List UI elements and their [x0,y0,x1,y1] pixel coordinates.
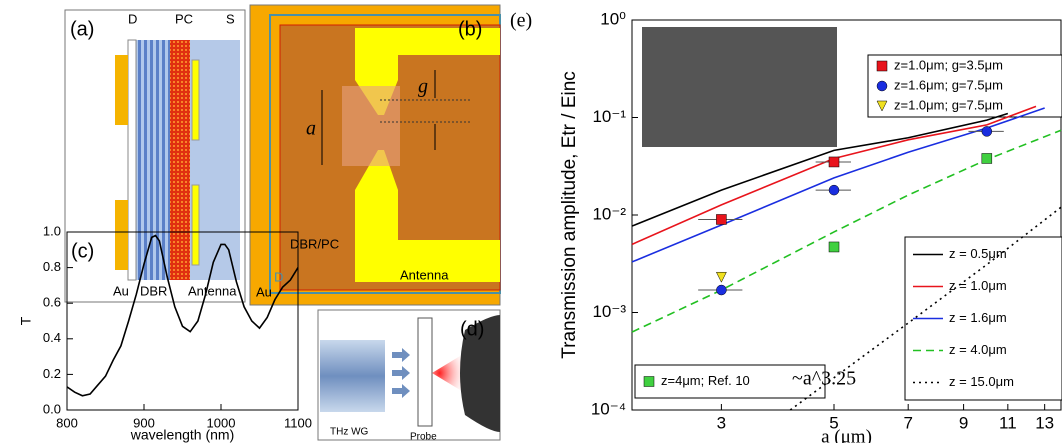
x-tick-label: 13 [1035,413,1054,432]
device-label: THz WG [330,427,369,438]
probe [418,318,432,426]
legend-label: z=1.0μm; g=7.5μm [894,97,1003,112]
y-tick-label: 0.8 [43,259,61,274]
y-tick-label: 0.6 [43,295,61,310]
panel-b: (b) g a DBR/PC Antenna Au D [250,5,500,305]
x-tick-label: 1100 [284,415,312,430]
annotation: ~a^3.25 [792,368,856,390]
device-label: NIR lens [456,432,494,443]
layer-label: Antenna [188,283,237,298]
au-pad [115,55,128,125]
region-label: DBR/PC [290,236,339,251]
legend-label: z = 4.0μm [949,342,1007,357]
y-tick-label: 10⁻¹ [592,107,626,126]
region-label: Antenna [400,267,449,282]
legend-swatch [877,61,887,71]
legend-label: z = 1.6μm [949,310,1007,325]
x-axis-label: wavelength (nm) [130,427,235,443]
legend-label: z=1.0μm; g=3.5μm [894,57,1003,72]
probe-area [342,86,400,166]
x-tick-label: 3 [717,413,726,432]
data-point [982,153,992,163]
data-point [829,185,839,195]
y-tick-label: 1.0 [43,223,61,238]
legend-swatch [644,377,654,387]
y-tick-label: 0.4 [43,330,61,345]
legend-label: z=4μm; Ref. 10 [661,373,750,388]
y-tick-label: 10⁻⁴ [591,399,626,418]
y-tick-label: 10⁻³ [592,302,626,321]
x-tick-label: 800 [56,415,78,430]
x-tick-label: 7 [903,413,912,432]
dimension: a [306,118,316,140]
device-label: Probe [410,432,437,443]
layer-label: Au [113,283,129,298]
panel-label: (b) [458,18,482,40]
region-label: D [274,269,283,284]
antenna [192,185,199,265]
dimension: g [418,76,428,98]
panel-label: (a) [70,18,94,40]
x-axis-label: a (μm) [821,426,872,443]
layer-label: S [226,11,235,26]
panel-d: (d) THz WG Probe NIR lens [318,310,500,443]
waveguide [320,340,385,412]
x-tick-label: 11 [999,413,1017,432]
data-point [829,242,839,252]
y-tick-label: 0.2 [43,366,61,381]
legend-label: z=1.6μm; g=7.5μm [894,77,1003,92]
y-tick-label: 10⁻² [592,204,626,223]
data-point [716,272,726,282]
y-axis-label: Transmission amplitude, Etr / Einc [559,71,580,359]
au-pad [115,200,128,270]
layer-label: DBR [140,283,167,298]
data-point [829,157,839,167]
data-point [982,126,992,136]
antenna [192,60,199,140]
legend-label: z = 1.0μm [949,278,1007,293]
y-axis-label: T [18,316,34,325]
thz-arrows [392,348,410,398]
layer-label: PC [175,11,193,26]
panel-label: (c) [71,240,94,262]
figure: (a) D PC S Au DBR Antenna (b) g a DBR/PC… [0,0,1062,443]
dbr-layer [136,40,170,280]
legend-swatch [877,81,887,91]
data-point [716,214,726,224]
inset-photo [642,27,837,147]
layer-label: D [128,11,137,26]
region-label: Au [256,284,272,299]
legend-label: z = 0.5μm [949,246,1007,261]
panel-label: (d) [460,318,484,340]
pc-layer [170,40,190,280]
x-tick-label: 9 [959,413,968,432]
panel-label: (e) [510,10,532,32]
legend-label: z = 15.0μm [949,374,1014,389]
d-layer [128,40,136,280]
y-tick-label: 0.0 [43,401,61,416]
data-point [716,285,726,295]
y-tick-label: 10⁰ [600,9,626,28]
